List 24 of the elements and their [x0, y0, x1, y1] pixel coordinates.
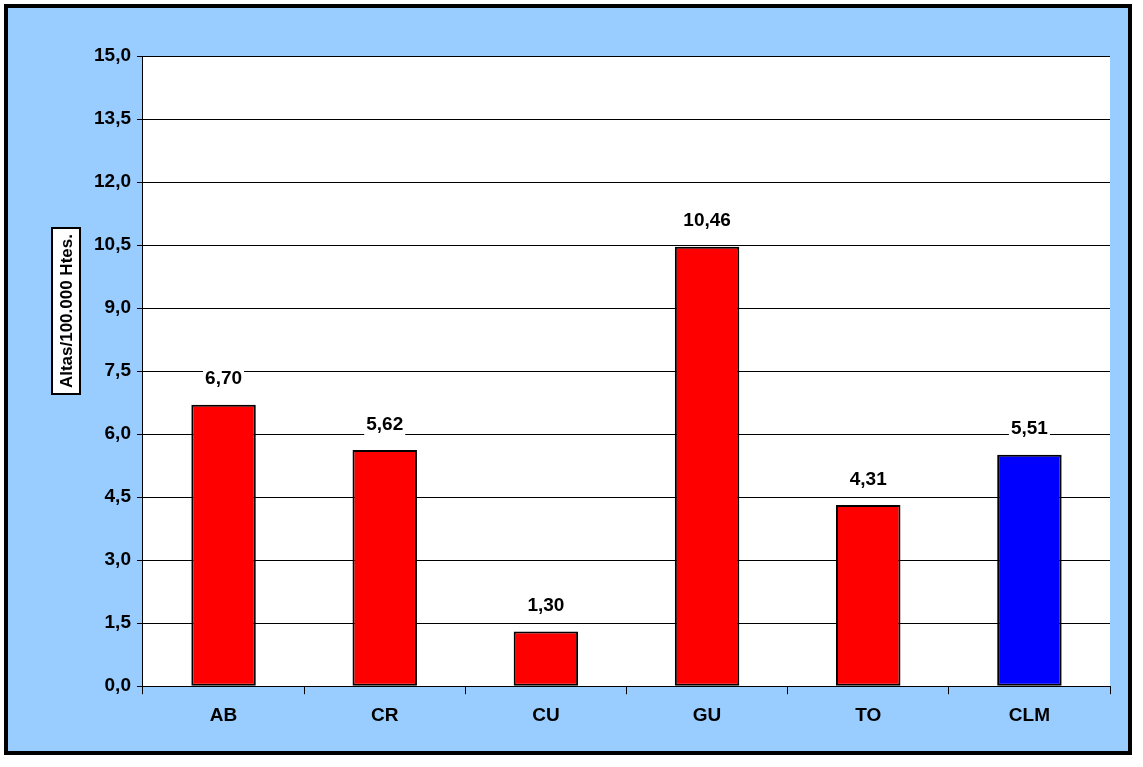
- y-tick-label: 15,0: [94, 44, 131, 66]
- data-label: 10,46: [683, 209, 731, 231]
- data-label: 4,31: [849, 467, 888, 489]
- y-tick-label: 10,5: [94, 233, 132, 255]
- y-tick-label: 3,0: [104, 548, 131, 570]
- y-tick-label: 1,5: [104, 611, 132, 633]
- data-label: 5,62: [366, 412, 404, 434]
- y-axis-title: Altas/100.000 Htes.: [56, 234, 76, 389]
- y-tick-label: 4,5: [104, 485, 132, 507]
- data-label: 5,51: [1010, 417, 1049, 439]
- x-tick-label: CU: [532, 703, 560, 725]
- x-tick-label: GU: [692, 703, 722, 725]
- y-tick-label: 7,5: [104, 359, 132, 381]
- y-tick-label: 12,0: [94, 170, 131, 192]
- data-label: 6,70: [205, 367, 243, 389]
- x-tick-label: AB: [209, 703, 238, 725]
- y-tick-label: 9,0: [104, 296, 131, 318]
- y-tick-label: 0,0: [104, 674, 131, 696]
- data-label: 1,30: [527, 594, 565, 616]
- x-tick-label: CR: [371, 703, 399, 725]
- x-tick-label: CLM: [1008, 703, 1050, 725]
- y-tick-label: 6,0: [104, 422, 131, 444]
- y-tick-label: 13,5: [94, 107, 132, 129]
- x-tick-label: TO: [855, 703, 882, 725]
